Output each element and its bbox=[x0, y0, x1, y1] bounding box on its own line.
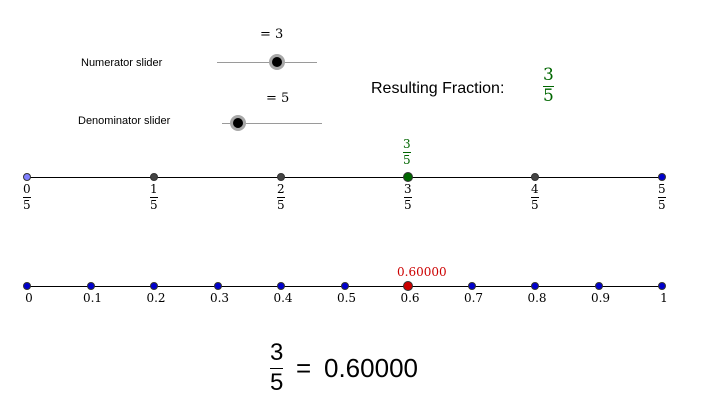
fraction-tick-denominator: 5 bbox=[658, 198, 666, 212]
fraction-tick-denominator: 5 bbox=[277, 198, 285, 212]
fraction-tick-bar bbox=[277, 197, 285, 198]
fraction-point bbox=[23, 173, 31, 181]
fraction-tick-numerator: 5 bbox=[658, 182, 666, 196]
fraction-tick-denominator: 5 bbox=[404, 198, 412, 212]
resulting-fraction-label: Resulting Fraction: bbox=[371, 80, 505, 97]
decimal-point bbox=[594, 282, 603, 290]
decimal-tick-label: 1 bbox=[660, 291, 668, 305]
decimal-tick-label: 0.7 bbox=[463, 291, 484, 305]
equation-decimal-value: 0.60000 bbox=[324, 353, 418, 383]
fraction-marker-label: 3 5 bbox=[403, 138, 411, 166]
fraction-number-line bbox=[27, 177, 662, 178]
fraction-tick-bar bbox=[531, 197, 539, 198]
fraction-tick-numerator: 3 bbox=[404, 182, 412, 196]
fraction-marker-numerator: 3 bbox=[403, 137, 411, 151]
decimal-point bbox=[277, 282, 285, 290]
decimal-point bbox=[340, 282, 349, 290]
equation-fraction: 3 5 bbox=[270, 339, 284, 396]
equation-numerator: 3 bbox=[270, 339, 284, 366]
fraction-point bbox=[150, 173, 158, 181]
resulting-fraction-numerator: 3 bbox=[543, 65, 554, 85]
denominator-slider-label: Denominator slider bbox=[78, 115, 171, 127]
decimal-point bbox=[213, 282, 222, 290]
equation-fraction-bar bbox=[270, 368, 284, 369]
decimal-point bbox=[531, 282, 539, 290]
fraction-tick-denominator: 5 bbox=[531, 198, 539, 212]
numerator-slider-knob[interactable] bbox=[272, 57, 282, 67]
fraction-point bbox=[531, 173, 539, 181]
decimal-tick-label: 0.5 bbox=[336, 291, 357, 305]
equation-denominator: 5 bbox=[270, 369, 284, 396]
decimal-point bbox=[658, 282, 666, 290]
decimal-tick-label: 0.8 bbox=[527, 291, 547, 305]
decimal-point bbox=[467, 282, 476, 290]
decimal-tick-label: 0.9 bbox=[590, 291, 611, 305]
fraction-tick-bar bbox=[23, 197, 31, 198]
resulting-fraction: 3 5 bbox=[543, 67, 554, 105]
decimal-tick-label: 0.3 bbox=[209, 291, 230, 305]
denominator-slider-knob[interactable] bbox=[233, 118, 243, 128]
numerator-slider-track[interactable] bbox=[217, 62, 317, 63]
fraction-point bbox=[277, 173, 285, 181]
fraction-marker-denominator: 5 bbox=[403, 153, 411, 167]
decimal-point bbox=[23, 282, 31, 290]
equation-equals-sign: = bbox=[296, 353, 312, 383]
decimal-tick-label: 0.1 bbox=[82, 291, 103, 305]
denominator-slider-track[interactable] bbox=[222, 123, 322, 124]
numerator-slider-label: Numerator slider bbox=[81, 57, 163, 69]
fraction-tick-denominator: 5 bbox=[150, 198, 158, 212]
fraction-tick-bar bbox=[658, 197, 666, 198]
decimal-point bbox=[150, 282, 158, 290]
fraction-point bbox=[658, 173, 666, 181]
decimal-marker-point[interactable] bbox=[403, 281, 413, 291]
denominator-slider-value: = 5 bbox=[266, 91, 290, 106]
fraction-tick-bar bbox=[404, 197, 412, 198]
fraction-tick-numerator: 1 bbox=[150, 182, 158, 196]
resulting-fraction-denominator: 5 bbox=[543, 86, 554, 106]
numerator-slider-value: = 3 bbox=[260, 27, 284, 42]
decimal-tick-label: 0.2 bbox=[146, 291, 166, 305]
fraction-point[interactable] bbox=[403, 172, 413, 182]
resulting-fraction-bar bbox=[543, 86, 554, 87]
fraction-tick-numerator: 0 bbox=[23, 182, 31, 196]
decimal-marker-label: 0.60000 bbox=[397, 265, 447, 279]
decimal-tick-label: 0 bbox=[25, 291, 33, 305]
decimal-tick-label: 0.4 bbox=[273, 291, 293, 305]
fraction-marker-bar bbox=[403, 152, 411, 153]
decimal-point bbox=[86, 282, 95, 290]
decimal-tick-label: 0.6 bbox=[400, 291, 420, 305]
fraction-tick-numerator: 4 bbox=[531, 182, 539, 196]
fraction-tick-bar bbox=[150, 197, 158, 198]
fraction-tick-denominator: 5 bbox=[23, 198, 31, 212]
fraction-tick-numerator: 2 bbox=[277, 182, 285, 196]
